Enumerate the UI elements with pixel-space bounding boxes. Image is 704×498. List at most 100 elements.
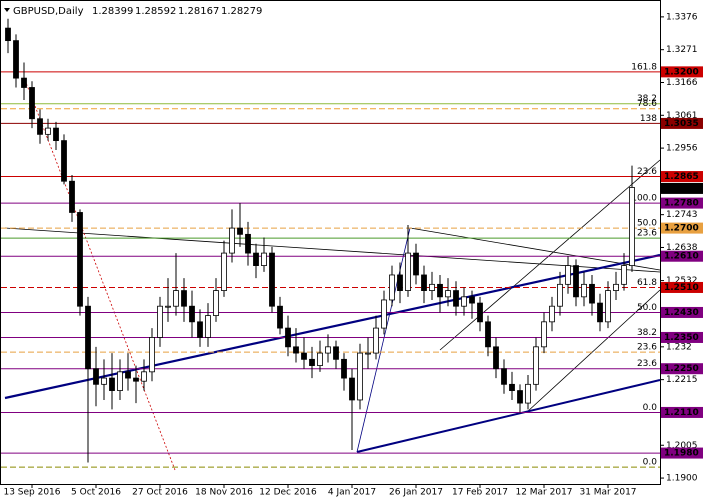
channel-line bbox=[439, 159, 661, 351]
header-ohlc: 1.28167 bbox=[178, 6, 219, 17]
candle-body bbox=[493, 346, 499, 370]
candle-body bbox=[189, 305, 195, 323]
candle-body bbox=[341, 358, 347, 379]
candle-body bbox=[589, 283, 595, 304]
candle-body bbox=[125, 371, 131, 379]
candle-body bbox=[557, 283, 563, 307]
candle-body bbox=[613, 283, 619, 291]
candle-body bbox=[253, 252, 259, 266]
candle-body bbox=[397, 274, 403, 291]
channel-line bbox=[526, 289, 661, 413]
candle-body bbox=[301, 352, 307, 360]
x-tick-label: 5 Oct 2016 bbox=[71, 488, 121, 498]
candle-body bbox=[325, 346, 331, 354]
trend-line bbox=[356, 379, 661, 453]
candle-body bbox=[421, 274, 427, 291]
candle-body bbox=[173, 290, 179, 307]
price-label: 1.2110 bbox=[664, 408, 699, 418]
price-label-box bbox=[661, 363, 703, 375]
x-tick-label: 27 Oct 2016 bbox=[132, 488, 188, 498]
trend-lines bbox=[4, 79, 661, 471]
candle-body bbox=[581, 283, 587, 298]
trend-line bbox=[356, 227, 411, 453]
candle-body bbox=[565, 265, 571, 285]
candle-body bbox=[117, 371, 123, 391]
fib-label: 50.0 bbox=[637, 219, 657, 229]
fib-label: 23.6 bbox=[637, 359, 657, 369]
candle-body bbox=[13, 40, 19, 79]
candle-body bbox=[293, 346, 299, 354]
fib-label: 23.6 bbox=[637, 229, 657, 239]
candle-body bbox=[133, 377, 139, 382]
candle-body bbox=[573, 265, 579, 298]
fib-label: 38.2 bbox=[637, 94, 657, 104]
x-tick-label: 12 Mar 2017 bbox=[515, 488, 572, 498]
candle-body bbox=[181, 290, 187, 307]
candle-body bbox=[149, 337, 155, 373]
candle-body bbox=[389, 274, 395, 301]
price-label-box bbox=[661, 306, 703, 318]
y-tick-label: 1.2532 bbox=[666, 276, 698, 286]
trend-line bbox=[4, 253, 661, 400]
candle-body bbox=[221, 252, 227, 291]
candle-body bbox=[365, 352, 371, 355]
candle-body bbox=[277, 305, 283, 329]
candle-body bbox=[157, 305, 163, 338]
header-ohlc: 1.28399 bbox=[92, 6, 133, 17]
price-label-box bbox=[661, 331, 703, 343]
candle-body bbox=[621, 265, 627, 285]
candle-body bbox=[285, 327, 291, 348]
header-ohlc: 1.28592 bbox=[135, 6, 176, 17]
candle-body bbox=[317, 352, 323, 366]
candle-body bbox=[549, 305, 555, 323]
candle-body bbox=[501, 368, 507, 385]
fib-label: 23.6 bbox=[637, 167, 657, 177]
price-label-box bbox=[661, 281, 703, 293]
candle-body bbox=[165, 305, 171, 308]
fib-label: 61.8 bbox=[637, 278, 657, 288]
price-label-box bbox=[661, 250, 703, 262]
header-icon bbox=[4, 8, 10, 12]
candle-body bbox=[485, 321, 491, 348]
header-ohlc: 1.28279 bbox=[221, 6, 262, 17]
price-label: 1.1980 bbox=[664, 449, 699, 459]
fib-label: 23.6 bbox=[637, 343, 657, 353]
price-label-box bbox=[661, 171, 703, 183]
x-tick-label: 26 Jan 2017 bbox=[389, 488, 443, 498]
candle-body bbox=[93, 368, 99, 385]
candle-body bbox=[373, 327, 379, 354]
price-label: 1.2610 bbox=[664, 252, 699, 262]
candle-body bbox=[205, 315, 211, 338]
candle-body bbox=[69, 180, 75, 213]
candle-body bbox=[629, 187, 635, 266]
fib-label: 161.8 bbox=[631, 62, 657, 72]
candle-body bbox=[597, 302, 603, 323]
candle-body bbox=[541, 321, 547, 348]
plot-frame bbox=[0, 0, 661, 485]
candle-body bbox=[237, 227, 243, 235]
candle-body bbox=[517, 390, 523, 404]
y-tick-label: 1.1900 bbox=[666, 474, 698, 484]
price-label: 1.2510 bbox=[664, 283, 699, 293]
y-tick-label: 1.3061 bbox=[666, 111, 698, 121]
fib-label: 138 bbox=[640, 114, 657, 124]
candle-body bbox=[5, 27, 11, 42]
price-label: 1.3035 bbox=[664, 119, 699, 129]
current-price-label: 1.2827 bbox=[664, 184, 699, 194]
y-tick-label: 1.2215 bbox=[666, 375, 698, 385]
header-symbol: GBPUSD,Daily bbox=[13, 6, 84, 17]
fib-label: 78.6 bbox=[637, 99, 657, 109]
candle-body bbox=[509, 383, 515, 391]
candle-body bbox=[29, 87, 35, 120]
candle-body bbox=[477, 302, 483, 323]
x-tick-label: 17 Feb 2017 bbox=[452, 488, 508, 498]
candle-body bbox=[309, 358, 315, 366]
y-tick-label: 1.3166 bbox=[666, 78, 698, 88]
candle-body bbox=[45, 127, 51, 135]
candle-body bbox=[197, 321, 203, 338]
price-label: 1.2430 bbox=[664, 308, 699, 318]
y-tick-label: 1.2638 bbox=[666, 243, 698, 253]
candle-body bbox=[533, 346, 539, 385]
candle-body bbox=[213, 290, 219, 316]
